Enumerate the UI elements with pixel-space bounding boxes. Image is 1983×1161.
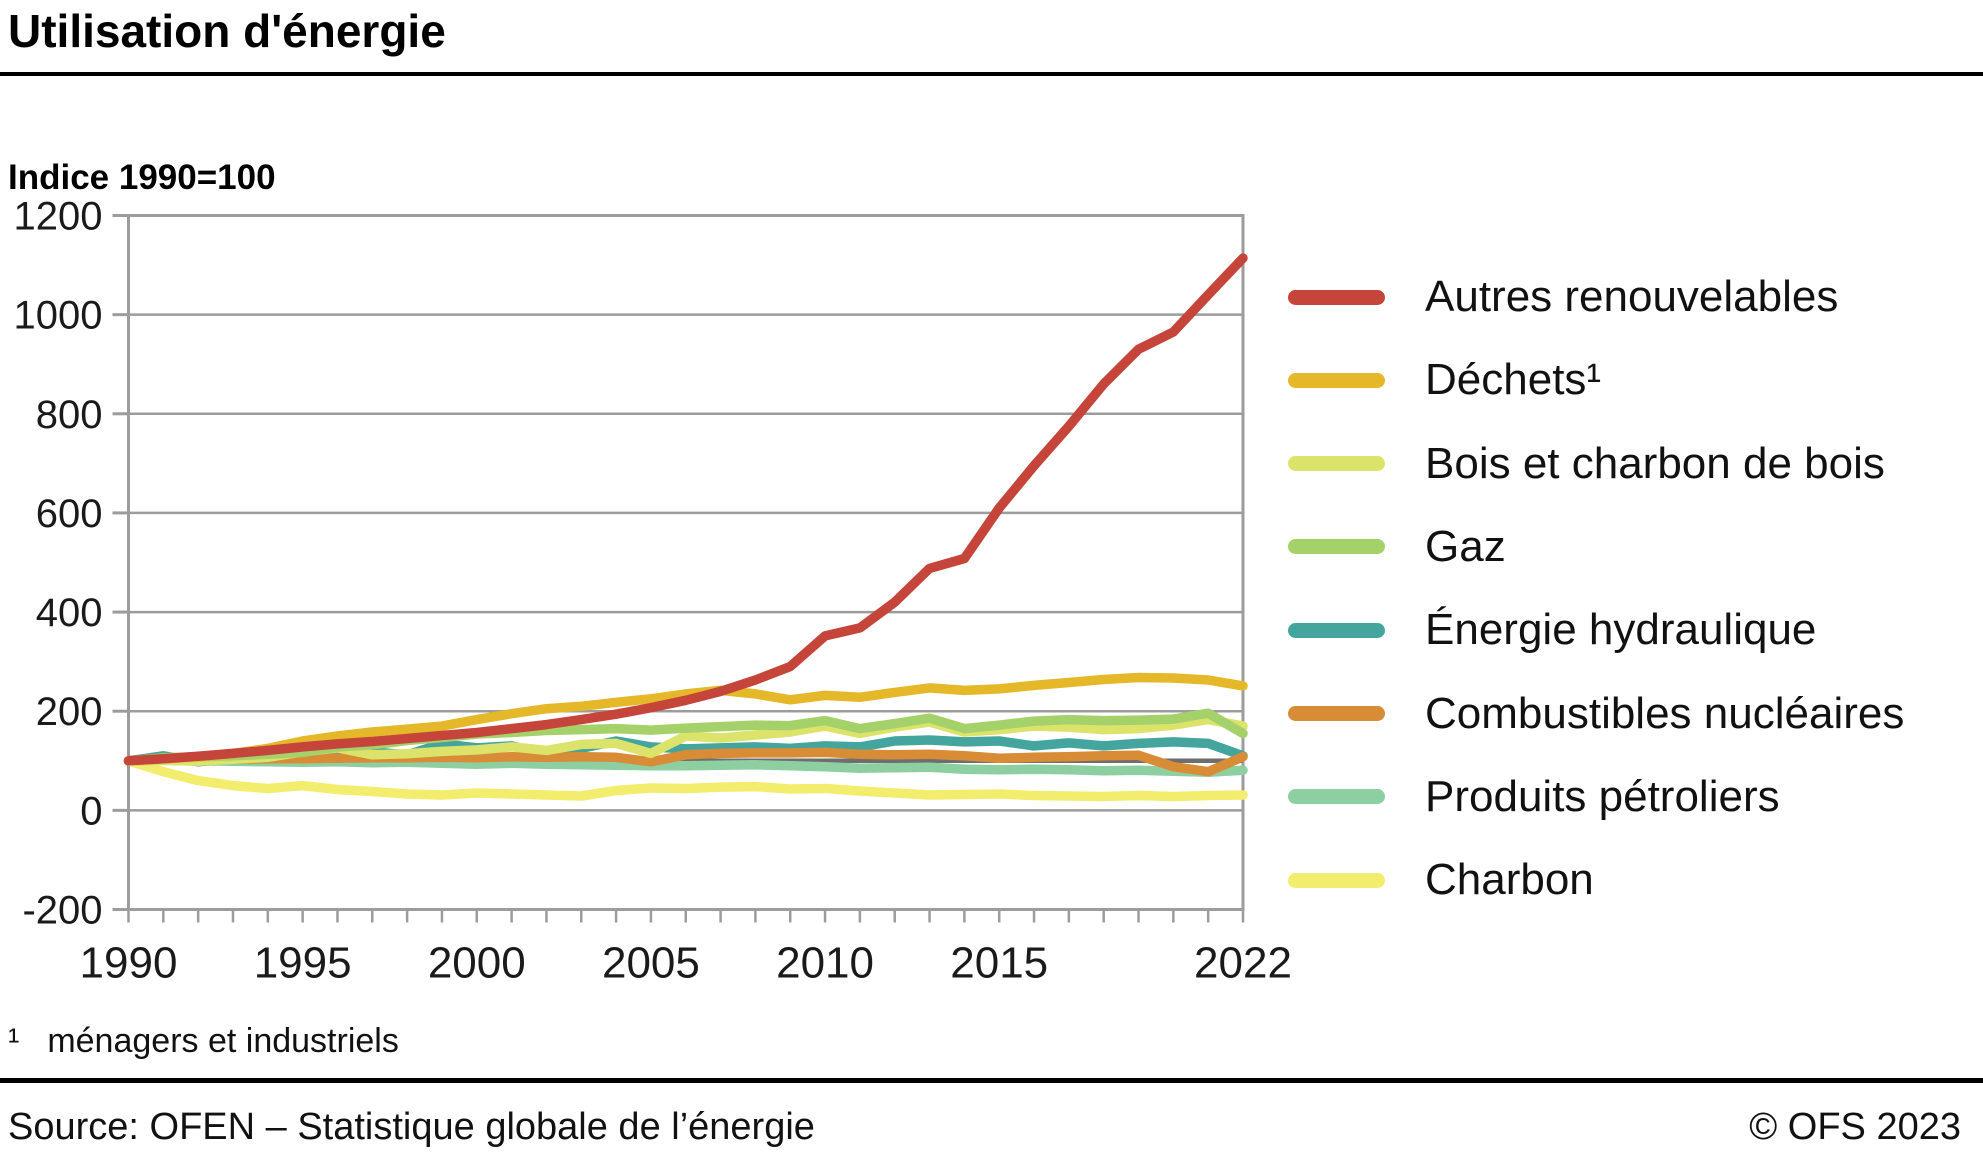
legend-label: Autres renouvelables [1425,272,1839,321]
y-axis-label: 400 [36,591,103,635]
footnote-marker: ¹ [8,1022,20,1060]
x-axis-label: 2005 [602,939,700,988]
copyright-text: © OFS 2023 [1749,1106,1961,1148]
source-text: Source: OFEN – Statistique globale de l’… [8,1106,815,1148]
x-axis-label: 1995 [254,939,352,988]
legend-label: Produits pétroliers [1425,771,1780,821]
legend-label: Déchets¹ [1425,355,1602,405]
legend-swatch-icon [1288,789,1385,805]
plot-frame [127,214,1245,911]
legend-label: Charbon [1425,855,1594,905]
legend-item: Énergie hydraulique [1288,588,1816,672]
legend-swatch-icon [1288,289,1385,305]
y-axis-label: -200 [22,889,102,933]
footnote-text: ménagers et industriels [47,1022,399,1060]
legend-swatch-icon [1288,872,1385,888]
legend-swatch-icon [1288,539,1385,555]
page-title: Utilisation d'énergie [8,5,446,57]
x-axis-label: 2015 [950,939,1048,988]
legend-swatch-icon [1288,706,1385,721]
legend-item: Charbon [1288,838,1594,922]
legend-swatch-icon [1288,372,1385,388]
footnote: ¹ ménagers et industriels [8,1022,399,1061]
legend-swatch-icon [1288,456,1385,472]
y-axis-label: 800 [36,393,103,437]
y-axis-label: 200 [36,690,103,734]
bottom-divider [0,1078,1983,1083]
y-axis-label: 0 [80,789,102,833]
series-line-8 [123,756,1248,802]
y-axis-label: 1000 [14,294,103,338]
legend-item: Autres renouvelables [1288,255,1838,339]
y-axis-label: 1200 [14,195,103,239]
legend-item: Gaz [1288,505,1506,589]
chart-subtitle: Indice 1990=100 [8,158,276,197]
x-axis-label: 2022 [1194,939,1292,988]
top-divider [0,72,1983,76]
legend-item: Combustibles nucléaires [1288,672,1904,756]
y-axis-label: 600 [36,492,103,536]
x-axis-label: 1990 [80,939,178,988]
legend-label: Énergie hydraulique [1425,605,1817,655]
series-line-2 [123,672,1248,766]
series-line-6 [123,747,1248,777]
x-axis-label: 2010 [776,939,874,988]
legend-item: Bois et charbon de bois [1288,422,1885,506]
legend-item: Produits pétroliers [1288,755,1780,839]
legend-item: Déchets¹ [1288,338,1601,422]
legend-label: Bois et charbon de bois [1425,438,1885,488]
x-axis-label: 2000 [428,939,526,988]
legend-label: Combustibles nucléaires [1425,688,1905,738]
legend-label: Gaz [1425,521,1506,571]
legend-swatch-icon [1288,622,1385,638]
series-line-1 [123,253,1248,766]
